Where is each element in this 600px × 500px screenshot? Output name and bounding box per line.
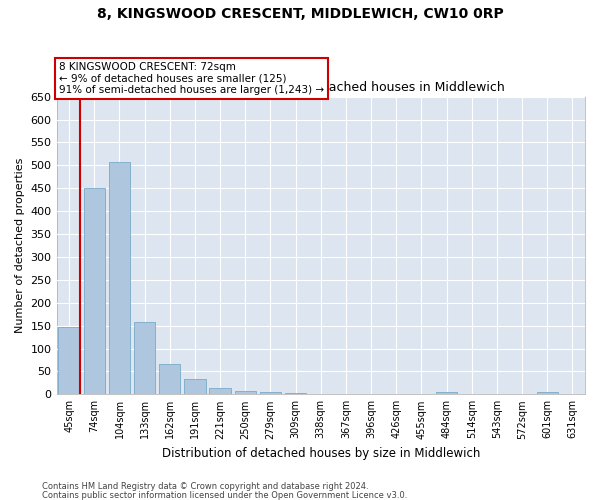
Bar [184, 379, 206, 394]
Text: Contains public sector information licensed under the Open Government Licence v3: Contains public sector information licen… [42, 490, 407, 500]
Bar [134, 322, 155, 394]
Bar [209, 388, 231, 394]
Text: Contains HM Land Registry data © Crown copyright and database right 2024.: Contains HM Land Registry data © Crown c… [42, 482, 368, 491]
X-axis label: Distribution of detached houses by size in Middlewich: Distribution of detached houses by size … [161, 447, 480, 460]
Bar [436, 392, 457, 394]
Bar [109, 162, 130, 394]
Bar [260, 392, 281, 394]
Bar [58, 326, 80, 394]
Title: Size of property relative to detached houses in Middlewich: Size of property relative to detached ho… [137, 81, 505, 94]
Text: 8, KINGSWOOD CRESCENT, MIDDLEWICH, CW10 0RP: 8, KINGSWOOD CRESCENT, MIDDLEWICH, CW10 … [97, 8, 503, 22]
Bar [536, 392, 558, 394]
Bar [159, 364, 181, 394]
Y-axis label: Number of detached properties: Number of detached properties [15, 158, 25, 333]
Bar [235, 391, 256, 394]
Bar [83, 188, 105, 394]
Text: 8 KINGSWOOD CRESCENT: 72sqm
← 9% of detached houses are smaller (125)
91% of sem: 8 KINGSWOOD CRESCENT: 72sqm ← 9% of deta… [59, 62, 325, 95]
